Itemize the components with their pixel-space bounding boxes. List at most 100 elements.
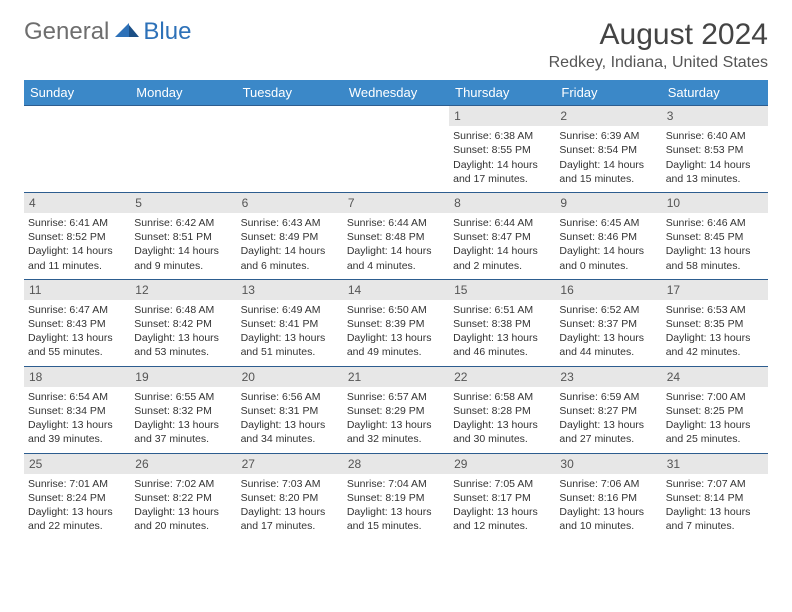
sunset-text: Sunset: 8:47 PM: [453, 230, 551, 244]
day-number: 5: [130, 193, 236, 213]
daylight1-text: Daylight: 14 hours: [28, 244, 126, 258]
sunrise-text: Sunrise: 6:52 AM: [559, 303, 657, 317]
sunset-text: Sunset: 8:29 PM: [347, 404, 445, 418]
sunrise-text: Sunrise: 6:55 AM: [134, 390, 232, 404]
logo-text-general: General: [24, 18, 109, 46]
daylight1-text: Daylight: 13 hours: [134, 505, 232, 519]
daylight2-text: and 39 minutes.: [28, 432, 126, 446]
week-row: 25Sunrise: 7:01 AMSunset: 8:24 PMDayligh…: [24, 453, 768, 539]
daylight1-text: Daylight: 13 hours: [666, 244, 764, 258]
daylight2-text: and 49 minutes.: [347, 345, 445, 359]
daylight2-text: and 42 minutes.: [666, 345, 764, 359]
sunset-text: Sunset: 8:46 PM: [559, 230, 657, 244]
sunrise-text: Sunrise: 6:53 AM: [666, 303, 764, 317]
day-number: 7: [343, 193, 449, 213]
sunrise-text: Sunrise: 6:48 AM: [134, 303, 232, 317]
day-number: 18: [24, 367, 130, 387]
day-cell: 27Sunrise: 7:03 AMSunset: 8:20 PMDayligh…: [237, 453, 343, 539]
sunrise-text: Sunrise: 6:54 AM: [28, 390, 126, 404]
sunset-text: Sunset: 8:38 PM: [453, 317, 551, 331]
daylight2-text: and 17 minutes.: [241, 519, 339, 533]
day-number: 31: [662, 454, 768, 474]
daylight1-text: Daylight: 13 hours: [28, 331, 126, 345]
day-number: 27: [237, 454, 343, 474]
sunrise-text: Sunrise: 7:06 AM: [559, 477, 657, 491]
sunset-text: Sunset: 8:48 PM: [347, 230, 445, 244]
daylight2-text: and 46 minutes.: [453, 345, 551, 359]
day-number: 12: [130, 280, 236, 300]
sunset-text: Sunset: 8:41 PM: [241, 317, 339, 331]
daylight2-text: and 44 minutes.: [559, 345, 657, 359]
sunset-text: Sunset: 8:51 PM: [134, 230, 232, 244]
daylight1-text: Daylight: 14 hours: [666, 158, 764, 172]
daylight2-text: and 6 minutes.: [241, 259, 339, 273]
day-header: Saturday: [662, 80, 768, 106]
daylight2-text: and 0 minutes.: [559, 259, 657, 273]
day-number: 1: [449, 106, 555, 126]
week-row: 18 Sunrise: 6:54 AMSunset: 8:34 PM Dayligh…: [24, 366, 768, 453]
day-cell: 11Sunrise: 6:47 AMSunset: 8:43 PMDayligh…: [24, 279, 130, 366]
daylight1-text: Daylight: 14 hours: [241, 244, 339, 258]
day-number: 14: [343, 280, 449, 300]
daylight1-text: Daylight: 14 hours: [453, 244, 551, 258]
daylight2-text: and 12 minutes.: [453, 519, 551, 533]
daylight2-text: and 58 minutes.: [666, 259, 764, 273]
day-cell: 6Sunrise: 6:43 AMSunset: 8:49 PMDaylight…: [237, 192, 343, 279]
daylight2-text: and 11 minutes.: [28, 259, 126, 273]
sunset-text: Sunset: 8:34 PM: [28, 404, 126, 418]
daylight1-text: Daylight: 13 hours: [559, 331, 657, 345]
day-cell: [24, 106, 130, 193]
day-cell: [130, 106, 236, 193]
day-cell: 18Sunrise: 6:54 AMSunset: 8:34 PMDayligh…: [24, 366, 130, 453]
sunset-text: Sunset: 8:43 PM: [28, 317, 126, 331]
sunset-text: Sunset: 8:37 PM: [559, 317, 657, 331]
sunset-text: Sunset: 8:49 PM: [241, 230, 339, 244]
sunrise-text: Sunrise: 6:41 AM: [28, 216, 126, 230]
day-header: Sunday: [24, 80, 130, 106]
day-cell: 14Sunrise: 6:50 AMSunset: 8:39 PMDayligh…: [343, 279, 449, 366]
daylight1-text: Daylight: 13 hours: [453, 331, 551, 345]
sunrise-text: Sunrise: 6:46 AM: [666, 216, 764, 230]
daylight2-text: and 2 minutes.: [453, 259, 551, 273]
sunset-text: Sunset: 8:35 PM: [666, 317, 764, 331]
day-number: 28: [343, 454, 449, 474]
week-row: 4Sunrise: 6:41 AMSunset: 8:52 PMDaylight…: [24, 192, 768, 279]
sunrise-text: Sunrise: 7:01 AM: [28, 477, 126, 491]
sunset-text: Sunset: 8:17 PM: [453, 491, 551, 505]
daylight1-text: Daylight: 13 hours: [559, 418, 657, 432]
daylight1-text: Daylight: 13 hours: [28, 505, 126, 519]
daylight1-text: Daylight: 14 hours: [559, 244, 657, 258]
day-number: 3: [662, 106, 768, 126]
day-header: Friday: [555, 80, 661, 106]
sunset-text: Sunset: 8:16 PM: [559, 491, 657, 505]
daylight1-text: Daylight: 13 hours: [134, 418, 232, 432]
daylight1-text: Daylight: 13 hours: [453, 505, 551, 519]
sunrise-text: Sunrise: 6:42 AM: [134, 216, 232, 230]
day-number: 23: [555, 367, 661, 387]
day-number: 25: [24, 454, 130, 474]
sunrise-text: Sunrise: 6:47 AM: [28, 303, 126, 317]
day-number: 21: [343, 367, 449, 387]
daylight1-text: Daylight: 14 hours: [134, 244, 232, 258]
sunset-text: Sunset: 8:45 PM: [666, 230, 764, 244]
day-cell: 20Sunrise: 6:56 AMSunset: 8:31 PMDayligh…: [237, 366, 343, 453]
daylight2-text: and 53 minutes.: [134, 345, 232, 359]
day-cell: 4Sunrise: 6:41 AMSunset: 8:52 PMDaylight…: [24, 192, 130, 279]
sunrise-text: Sunrise: 6:39 AM: [559, 129, 657, 143]
daylight1-text: Daylight: 13 hours: [666, 331, 764, 345]
week-row: 1Sunrise: 6:38 AMSunset: 8:55 PMDaylight…: [24, 106, 768, 193]
daylight2-text: and 51 minutes.: [241, 345, 339, 359]
sunrise-text: Sunrise: 7:04 AM: [347, 477, 445, 491]
sunrise-text: Sunrise: 6:49 AM: [241, 303, 339, 317]
week-row: 11Sunrise: 6:47 AMSunset: 8:43 PMDayligh…: [24, 279, 768, 366]
daylight2-text: and 27 minutes.: [559, 432, 657, 446]
day-header: Tuesday: [237, 80, 343, 106]
day-number: 6: [237, 193, 343, 213]
day-cell: 13Sunrise: 6:49 AMSunset: 8:41 PMDayligh…: [237, 279, 343, 366]
daylight2-text: and 22 minutes.: [28, 519, 126, 533]
month-title: August 2024: [549, 18, 768, 52]
day-header: Wednesday: [343, 80, 449, 106]
day-number: 20: [237, 367, 343, 387]
sunrise-text: Sunrise: 6:56 AM: [241, 390, 339, 404]
sunrise-text: Sunrise: 6:44 AM: [453, 216, 551, 230]
